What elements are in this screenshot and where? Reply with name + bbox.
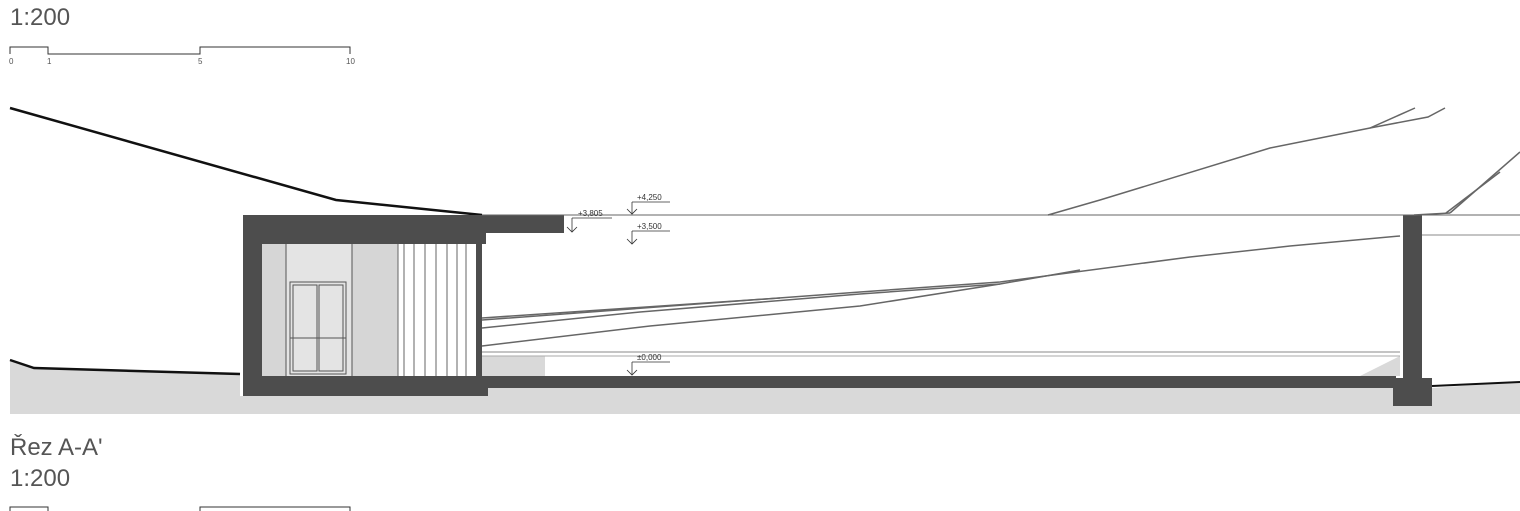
scale-tick-0: 0 [9, 57, 14, 66]
scale-ratio-bottom: 1:200 [10, 465, 71, 492]
canopy-slab [482, 215, 564, 233]
level-label-ceiling: +3,500 [637, 222, 662, 231]
right-footing [1393, 378, 1432, 406]
level-marker-floor [626, 361, 670, 376]
glazing-mullion [476, 244, 482, 376]
level-marker-canopy [566, 217, 612, 233]
scale-bar-top [9, 46, 351, 55]
ramp-lines [481, 235, 1401, 347]
ground-terrain [10, 360, 1520, 414]
section-title: Řez A-A' [10, 434, 103, 461]
level-label-canopy: +3,805 [578, 209, 603, 218]
scale-tick-1: 1 [47, 57, 52, 66]
right-column [1403, 215, 1422, 380]
level-marker-ceiling [626, 230, 670, 245]
scale-tick-10: 10 [346, 57, 355, 66]
scale-tick-5: 5 [198, 57, 203, 66]
ground-line-left [9, 358, 241, 376]
scale-bar-bottom [9, 506, 351, 511]
level-label-roof-top: +4,250 [637, 193, 662, 202]
terrain-line-left [9, 106, 483, 217]
left-wall [243, 215, 262, 395]
vertical-slats [397, 244, 467, 376]
floor-slab-main [486, 376, 1396, 388]
level-label-floor: ±0,000 [637, 353, 662, 362]
scale-ratio-top: 1:200 [10, 4, 71, 31]
roof-slab [243, 215, 486, 244]
ground-line-right [1431, 381, 1520, 387]
background-terrain [1047, 107, 1520, 216]
ground-wedge-right [1360, 356, 1400, 376]
entrance-door [285, 244, 353, 376]
level-marker-roof-top [626, 201, 670, 215]
ground-wedge-left [482, 356, 545, 376]
floor-slab-left [243, 376, 488, 396]
building-structure [243, 215, 1432, 406]
